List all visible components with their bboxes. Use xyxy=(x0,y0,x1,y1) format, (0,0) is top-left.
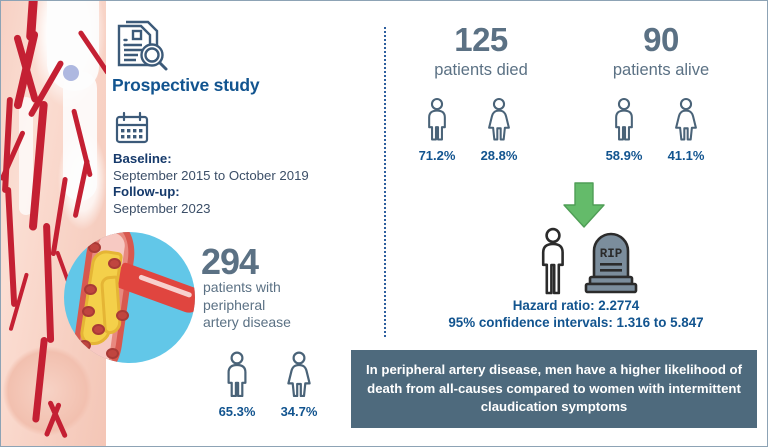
alive-male-cell: 58.9% xyxy=(593,97,655,163)
hazard-ratio-block: Hazard ratio: 2.2774 95% confidence inte… xyxy=(396,297,756,331)
red-blood-cell xyxy=(84,284,97,295)
cohort-gender-split: 65.3% 34.7% xyxy=(206,351,330,419)
page-title: Prospective study xyxy=(112,75,260,95)
female-figure-icon xyxy=(287,351,311,398)
died-gender-split: 71.2% 28.8% xyxy=(406,97,530,163)
red-blood-cell xyxy=(106,348,119,359)
conclusion-text: In peripheral artery disease, men have a… xyxy=(366,362,742,415)
red-blood-cell xyxy=(88,242,101,253)
calendar-icon xyxy=(114,111,150,150)
died-female-pct: 28.8% xyxy=(480,148,518,163)
died-label: patients died xyxy=(434,61,528,79)
cohort-female-cell: 34.7% xyxy=(268,351,330,419)
atherosclerosis-inset-icon xyxy=(64,232,195,363)
hazard-ratio-value: Hazard ratio: 2.2774 xyxy=(512,298,640,313)
red-blood-cell xyxy=(116,310,129,321)
tibia-bone-shape xyxy=(19,97,33,215)
red-blood-cell xyxy=(108,258,121,269)
red-blood-cell xyxy=(92,324,105,335)
alive-label: patients alive xyxy=(612,61,710,79)
died-male-pct: 71.2% xyxy=(418,148,456,163)
cohort-description-line2: peripheral xyxy=(203,296,266,313)
cohort-description: patients with peripheral artery disease xyxy=(203,279,353,332)
cohort-count: 294 xyxy=(201,241,259,282)
conclusion-banner: In peripheral artery disease, men have a… xyxy=(351,350,757,428)
cohort-description-line3: artery disease xyxy=(203,314,291,330)
tombstone-text: RIP xyxy=(600,247,623,261)
red-blood-cell xyxy=(82,306,95,317)
died-female-cell: 28.8% xyxy=(468,97,530,163)
baseline-value: September 2015 to October 2019 xyxy=(113,167,309,183)
leg-artery-illustration xyxy=(1,1,106,446)
died-male-cell: 71.2% xyxy=(406,97,468,163)
female-figure-icon xyxy=(675,97,697,141)
section-divider xyxy=(384,27,386,337)
alive-count: 90 xyxy=(643,21,679,58)
tombstone-icon: RIP xyxy=(584,232,638,294)
cohort-male-cell: 65.3% xyxy=(206,351,268,419)
green-down-arrow-icon xyxy=(558,181,610,234)
vein-node-shape xyxy=(63,65,79,81)
cohort-male-pct: 65.3% xyxy=(218,404,256,419)
male-figure-icon xyxy=(428,97,446,141)
cohort-description-line1: patients with xyxy=(203,279,281,295)
followup-value: September 2023 xyxy=(113,200,211,216)
study-dates: Baseline: September 2015 to October 2019… xyxy=(113,151,375,217)
person-icon xyxy=(541,227,564,295)
document-magnifier-icon xyxy=(113,18,171,79)
alive-male-pct: 58.9% xyxy=(605,148,643,163)
baseline-label: Baseline: xyxy=(113,151,172,166)
alive-female-pct: 41.1% xyxy=(667,148,705,163)
male-figure-icon xyxy=(227,351,247,398)
mortality-icons: RIP xyxy=(534,227,644,300)
cohort-female-pct: 34.7% xyxy=(280,404,318,419)
followup-label: Follow-up: xyxy=(113,184,180,199)
alive-gender-split: 58.9% 41.1% xyxy=(593,97,717,163)
alive-female-cell: 41.1% xyxy=(655,97,717,163)
female-figure-icon xyxy=(488,97,510,141)
red-blood-cell xyxy=(78,340,91,351)
male-figure-icon xyxy=(615,97,633,141)
died-count: 125 xyxy=(454,21,508,58)
confidence-interval-value: 95% confidence intervals: 1.316 to 5.847 xyxy=(448,315,704,330)
